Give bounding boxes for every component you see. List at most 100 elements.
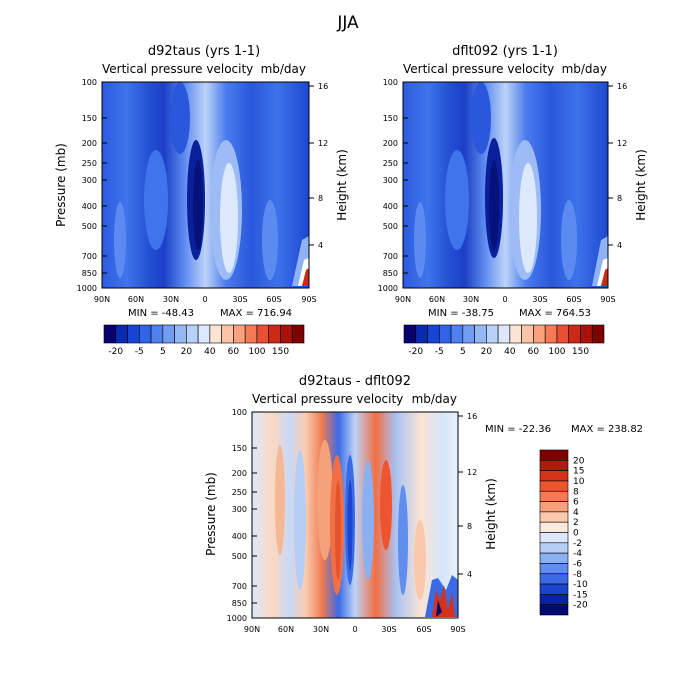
panel-1-ytick: 850 <box>82 269 97 278</box>
colorbar-swatch <box>209 324 222 344</box>
panel-1-ytick: 1000 <box>77 284 97 293</box>
panel-1-y-axis-pressure: Pressure (mb) 100 150 200 250 300 400 50… <box>54 78 107 293</box>
panel-3-xtick: 60N <box>278 625 294 634</box>
colorbar-label: 15 <box>573 467 584 477</box>
panel-3-xtick: 60S <box>416 625 431 634</box>
colorbar-swatch <box>539 511 569 523</box>
colorbar-swatch <box>580 324 593 344</box>
panel-1-xtick: 0 <box>202 295 207 304</box>
colorbar-swatch <box>539 532 569 544</box>
colorbar-swatch <box>233 324 246 344</box>
panel-2-ylabel-right: Height (km) <box>634 149 648 220</box>
panel-3-min-label: MIN = -22.36 <box>485 424 551 435</box>
panel-1-ytick: 250 <box>82 159 97 168</box>
panel-2-htick: 4 <box>617 241 622 250</box>
colorbar-swatch <box>497 324 511 344</box>
colorbar-label: 150 <box>272 347 289 357</box>
colorbar-swatch <box>162 324 175 344</box>
panel-2-ytick: 700 <box>383 252 398 261</box>
colorbar-swatch <box>291 324 305 344</box>
panel-2-xtick: 30N <box>463 295 479 304</box>
panel-3-htick: 8 <box>467 522 472 531</box>
panel-3-title: d92taus - dflt092 <box>299 374 411 389</box>
panel-3-ylabel-right: Height (km) <box>484 478 498 549</box>
panel-1-xtick: 30S <box>232 295 247 304</box>
panel-2-xtick: 30S <box>532 295 547 304</box>
panel-2-ytick: 250 <box>383 159 398 168</box>
colorbar-label: -20 <box>573 601 588 611</box>
panel-2-min-label: MIN = -38.75 <box>428 308 494 319</box>
colorbar-swatch <box>127 324 140 344</box>
colorbar-swatch <box>539 449 569 461</box>
panel-3-xtick: 30S <box>381 625 396 634</box>
panel-3: d92taus - dflt092 Vertical pressure velo… <box>204 374 643 634</box>
panel-3-ytick: 1000 <box>227 614 247 623</box>
colorbar-swatch <box>103 324 117 344</box>
colorbar-label: 6 <box>573 498 579 508</box>
panel-1-xtick: 30N <box>163 295 179 304</box>
panel-2: dflt092 (yrs 1-1) Vertical pressure velo… <box>378 44 648 357</box>
panel-3-htick: 12 <box>467 468 477 477</box>
colorbar-label: 60 <box>228 347 240 357</box>
colorbar-swatch <box>186 324 199 344</box>
colorbar-swatch <box>280 324 293 344</box>
colorbar-label: -10 <box>573 580 588 590</box>
colorbar-swatch <box>591 324 605 344</box>
colorbar-swatch <box>539 552 569 564</box>
panel-3-ytick: 700 <box>232 582 247 591</box>
panel-2-htick: 16 <box>617 82 627 91</box>
colorbar-swatch <box>539 501 569 513</box>
panel-3-x-axis: 90N 60N 30N 0 30S 60S 90S <box>244 625 466 634</box>
panel-2-xtick: 90N <box>395 295 411 304</box>
colorbar-swatch <box>521 324 534 344</box>
colorbar-swatch <box>539 521 569 533</box>
colorbar-swatch <box>221 324 234 344</box>
colorbar-swatch <box>539 490 569 502</box>
colorbar-swatch <box>568 324 581 344</box>
panel-2-y-axis-height: Height (km) 16 12 8 4 <box>608 82 648 250</box>
panel-2-htick: 12 <box>617 139 627 148</box>
colorbar-label: 10 <box>573 477 585 487</box>
colorbar-label: 4 <box>573 508 579 518</box>
colorbar-label: 5 <box>460 347 466 357</box>
panel-3-ytick: 250 <box>232 488 247 497</box>
colorbar-swatch <box>539 460 569 471</box>
panel-2-htick: 8 <box>617 194 622 203</box>
panel-3-htick: 16 <box>467 412 477 421</box>
colorbar-swatch <box>427 324 440 344</box>
panel-2-ytick: 100 <box>383 78 398 87</box>
panel-1-ytick: 100 <box>82 78 97 87</box>
panel-2-subtitle-right: mb/day <box>562 62 607 76</box>
colorbar-label: 100 <box>248 347 265 357</box>
colorbar-swatch <box>486 324 499 344</box>
panel-1-title: d92taus (yrs 1-1) <box>148 44 260 59</box>
colorbar-swatch <box>403 324 417 344</box>
colorbar-label: 0 <box>573 529 579 539</box>
panel-2-ytick: 500 <box>383 222 398 231</box>
panel-3-xtick: 30N <box>313 625 329 634</box>
colorbar-swatch <box>244 324 258 344</box>
panel-1-ylabel-left: Pressure (mb) <box>54 143 68 227</box>
colorbar-swatch <box>438 324 452 344</box>
panel-1-field <box>101 81 310 289</box>
colorbar-label: -4 <box>573 549 582 559</box>
colorbar-swatch <box>450 324 464 344</box>
panel-1-subtitle-left: Vertical pressure velocity <box>102 62 253 76</box>
colorbar-label: -20 <box>108 347 123 357</box>
panel-1-ytick: 200 <box>82 139 97 148</box>
colorbar-swatch <box>556 324 570 344</box>
colorbar-label: 100 <box>548 347 565 357</box>
panel-2-ytick: 150 <box>383 114 398 123</box>
panel-1-xtick: 90N <box>94 295 110 304</box>
panel-3-max-label: MAX = 238.82 <box>571 424 643 435</box>
panel-3-ytick: 100 <box>232 408 247 417</box>
colorbar-label: 20 <box>481 347 493 357</box>
panel-3-xtick: 90S <box>450 625 465 634</box>
panel-1-ytick: 400 <box>82 202 97 211</box>
colorbar-swatch <box>544 324 558 344</box>
panel-2-subtitle-left: Vertical pressure velocity <box>403 62 554 76</box>
colorbar-label: 2 <box>573 518 579 528</box>
colorbar-label: -6 <box>573 559 582 569</box>
panel-1-ytick: 700 <box>82 252 97 261</box>
page-title: JJA <box>336 13 359 33</box>
